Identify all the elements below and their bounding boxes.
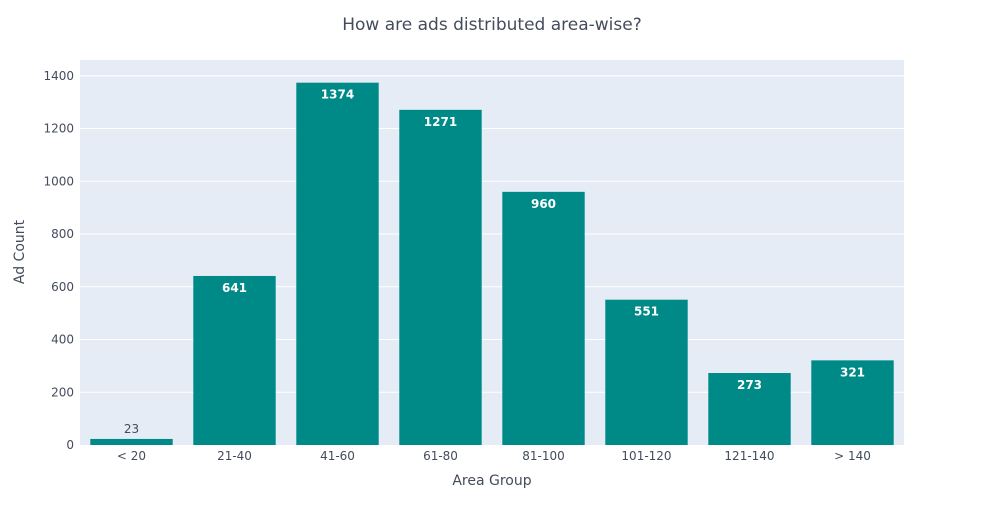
bar [708, 373, 791, 445]
bar [296, 82, 379, 445]
y-tick-label: 1000 [43, 174, 74, 188]
x-tick-label: 101-120 [621, 449, 671, 463]
bar-value-label: 551 [634, 305, 659, 319]
bar [811, 360, 894, 445]
y-tick-label: 1200 [43, 122, 74, 136]
y-tick-label: 400 [51, 333, 74, 347]
bars [90, 82, 894, 445]
y-axis-title: Ad Count [12, 219, 28, 284]
bar-value-label: 1271 [424, 115, 457, 129]
x-axis-title: Area Group [452, 473, 531, 489]
y-tick-label: 600 [51, 280, 74, 294]
bar-value-label: 273 [737, 378, 762, 392]
x-tick-label: < 20 [117, 449, 146, 463]
bar-value-label: 1374 [321, 88, 354, 102]
y-axis-ticks: 0 200 400 600 800 1000 1200 1400 [43, 69, 74, 452]
bar-value-label: 23 [124, 422, 139, 436]
y-tick-label: 0 [66, 438, 74, 452]
y-tick-label: 800 [51, 227, 74, 241]
bar-value-label: 641 [222, 281, 247, 295]
bar [502, 191, 585, 445]
bar-value-label: 960 [531, 197, 556, 211]
x-tick-label: > 140 [834, 449, 871, 463]
chart-title: How are ads distributed area-wise? [342, 15, 642, 35]
x-tick-label: 21-40 [217, 449, 252, 463]
x-tick-label: 41-60 [320, 449, 355, 463]
bar-value-label: 321 [840, 365, 865, 379]
x-tick-label: 121-140 [724, 449, 774, 463]
x-tick-label: 81-100 [522, 449, 565, 463]
bar [605, 299, 688, 445]
bar-labels: 23 641 1374 1271 960 551 273 321 [124, 88, 865, 436]
bar [399, 109, 482, 445]
bar [90, 438, 173, 445]
y-tick-label: 1400 [43, 69, 74, 83]
bar [193, 275, 276, 445]
x-axis-ticks: < 20 21-40 41-60 61-80 81-100 101-120 121-140 >… [117, 449, 871, 463]
y-tick-label: 200 [51, 385, 74, 399]
x-tick-label: 61-80 [423, 449, 458, 463]
